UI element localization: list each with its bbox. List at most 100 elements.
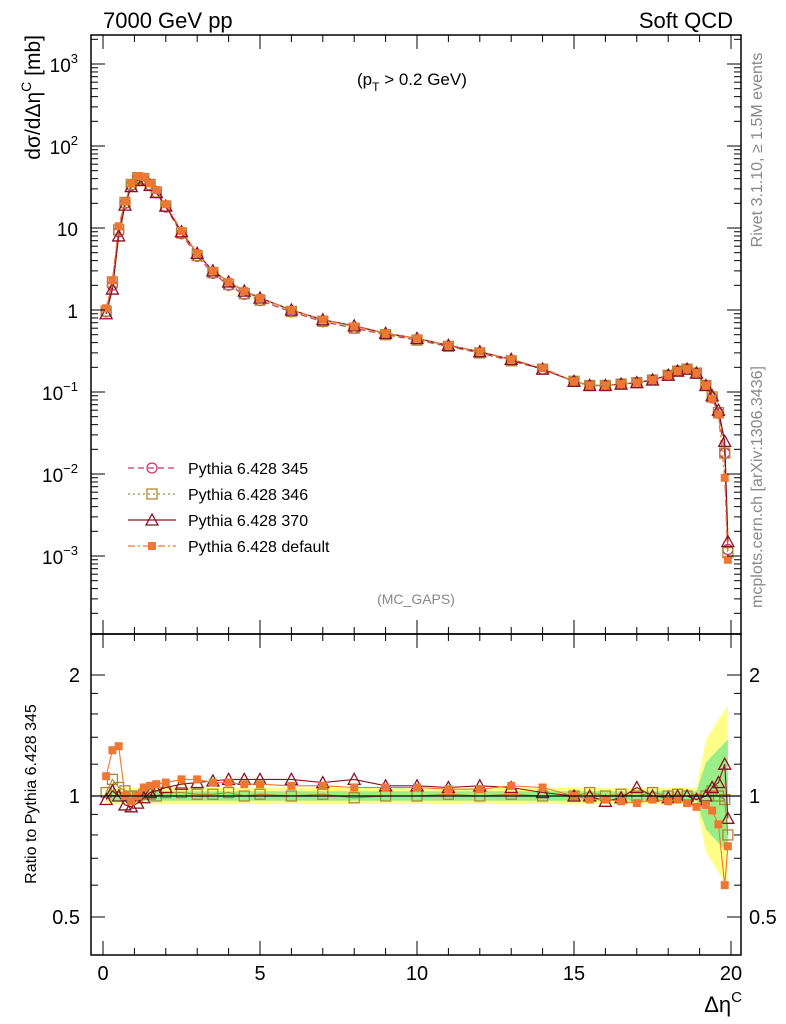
ratio-point-s2-0 (102, 772, 111, 781)
ratio-point-s2-30 (648, 795, 657, 804)
header-left: 7000 GeV pp (103, 8, 233, 33)
legend-label-2: Pythia 6.428 370 (188, 513, 308, 530)
ratio-point-s1-10 (174, 776, 189, 790)
main-point-s3-0 (102, 304, 111, 313)
mcplots-label: mcplots.cern.ch [arXiv:1306.3436] (749, 366, 766, 608)
ratio-point-s2-11 (193, 775, 202, 784)
ratio-point-s1-24 (535, 785, 550, 799)
ratio-point-s2-23 (507, 781, 516, 790)
ratio-point-s0-39 (722, 829, 734, 841)
ratio-point-s2-20 (413, 783, 421, 792)
main-point-s1-38 (719, 447, 731, 459)
ratio-point-s2-28 (617, 797, 626, 806)
main-point-s3-35 (701, 381, 710, 390)
ratio-point-s2-27 (601, 795, 610, 804)
ratio-point-s2-8 (152, 780, 161, 789)
ratio-point-s2-26 (585, 795, 594, 804)
y-tick-1e2: 102 (50, 133, 78, 159)
main-point-s3-25 (570, 377, 578, 386)
ratio-point-s1-29 (629, 780, 644, 794)
ratio-point-s2-22 (475, 785, 484, 794)
x-tick-5: 5 (254, 963, 265, 985)
ratio-tick-2-left: 2 (69, 665, 80, 687)
main-point-s3-29 (632, 378, 641, 387)
main-point-s3-37 (714, 410, 723, 419)
main-point-s3-30 (648, 376, 657, 385)
main-point-s3-17 (318, 315, 327, 324)
ratio-point-s2-12 (208, 778, 217, 787)
ratio-y-axis-label: Ratio to Pythia 6.428 345 (23, 704, 40, 884)
main-point-s3-8 (152, 186, 161, 195)
main-series (99, 172, 735, 564)
legend-label-0: Pythia 6.428 345 (188, 461, 308, 478)
ratio-point-s0-13 (222, 786, 235, 799)
main-point-s2-2 (111, 228, 126, 242)
ratio-tick-0.5-left: 0.5 (52, 907, 80, 929)
ratio-tick-1-left: 1 (69, 786, 80, 808)
ratio-point-s2-35 (701, 800, 710, 809)
ratio-point-s2-14 (240, 780, 249, 789)
ratio-series (99, 742, 735, 890)
main-point-s3-36 (708, 394, 717, 403)
x-axis-label: ΔηC (704, 989, 742, 1017)
ratio-point-s2-38 (720, 881, 729, 890)
ratio-point-s0-18 (348, 792, 360, 804)
legend-marker-2 (144, 512, 160, 526)
ratio-series-line-2 (105, 745, 729, 886)
main-point-s1-21 (442, 340, 455, 353)
main-point-s3-15 (256, 294, 264, 303)
main-point-s3-7 (146, 179, 155, 188)
ratio-point-s2-37 (714, 820, 723, 829)
legend: Pythia 6.428 345 Pythia 6.428 346 Pythia 6… (128, 461, 330, 556)
main-point-s3-18 (350, 322, 359, 331)
main-point-s3-4 (127, 179, 136, 188)
main-point-s3-21 (444, 341, 453, 350)
main-point-s2-38 (717, 434, 732, 448)
main-point-s3-1 (108, 276, 117, 285)
ratio-point-s2-4 (127, 797, 136, 806)
ratio-point-s0-10 (175, 786, 188, 799)
y-tick-1e-2: 10−2 (42, 461, 78, 487)
ratio-point-s2-13 (224, 778, 233, 787)
ratio-point-s2-33 (683, 799, 692, 808)
ratio-point-s1-37 (711, 775, 726, 789)
y-tick-1e3: 103 (50, 51, 78, 77)
x-tick-20: 20 (720, 963, 742, 985)
main-point-s3-34 (692, 369, 701, 378)
ratio-point-s0-38 (719, 793, 731, 806)
ratio-point-s0-12 (207, 788, 219, 800)
x-tick-10: 10 (406, 963, 428, 985)
main-point-s3-5 (133, 172, 142, 181)
ratio-point-s2-7 (146, 781, 155, 790)
main-y-axis-label: dσ/dΔηC [mb] (18, 35, 45, 160)
main-point-s3-6 (139, 172, 148, 181)
x-tick-labels: 0 5 10 15 20 (97, 963, 742, 985)
ratio-point-s0-11 (191, 788, 203, 800)
ratio-point-s1-38 (717, 756, 732, 770)
main-point-s3-16 (287, 306, 296, 314)
main-point-s3-22 (475, 347, 484, 356)
main-point-s3-10 (177, 226, 186, 235)
ratio-point-s2-24 (538, 783, 547, 792)
ratio-point-s2-29 (632, 799, 641, 808)
main-point-s3-28 (617, 380, 626, 389)
main-point-s3-2 (114, 222, 123, 231)
main-point-s3-9 (161, 200, 170, 209)
main-point-s2-39 (720, 534, 735, 548)
main-point-s3-19 (381, 329, 390, 338)
ratio-point-s2-32 (673, 795, 682, 804)
ratio-point-s0-15 (254, 788, 266, 800)
main-point-s3-24 (538, 364, 547, 373)
main-point-s3-23 (507, 355, 516, 364)
rivet-label: Rivet 3.1.10, ≥ 1.5M events (749, 53, 766, 248)
ratio-tick-1-right: 1 (749, 786, 760, 808)
main-point-s3-33 (683, 365, 692, 374)
y-tick-1e-1: 10−1 (42, 379, 78, 405)
legend-marker-0 (146, 462, 158, 474)
ratio-point-s2-6 (139, 783, 148, 792)
analysis-label: (MC_GAPS) (377, 591, 455, 607)
ratio-point-s2-17 (318, 781, 327, 790)
ratio-point-s1-4 (124, 799, 139, 813)
main-point-s3-26 (585, 381, 594, 390)
